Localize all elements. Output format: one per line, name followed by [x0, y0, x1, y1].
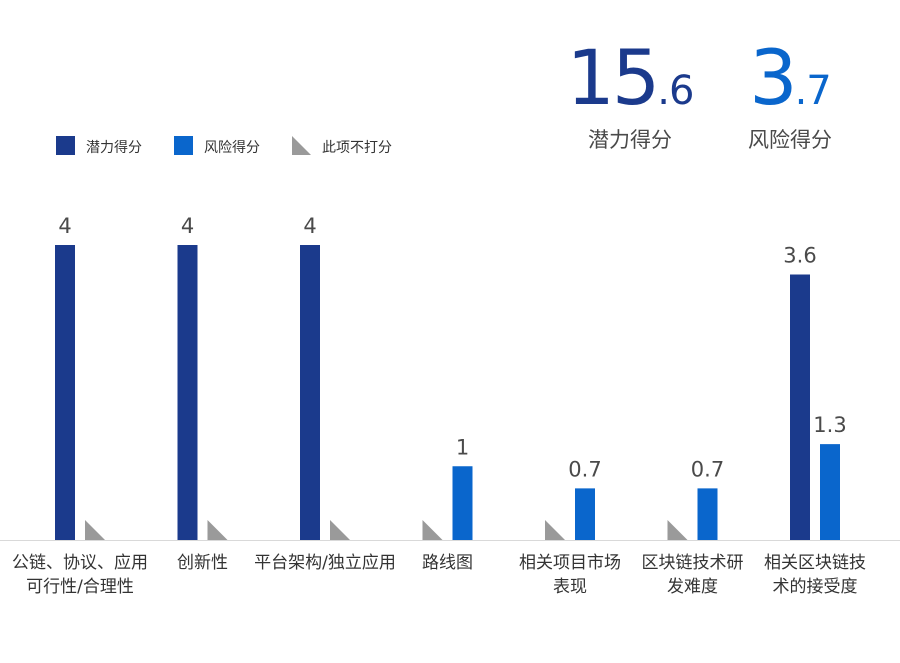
potential-score: 15.6 潜力得分	[560, 40, 700, 154]
risk-score-value: 3.7	[749, 40, 832, 116]
category-label-0: 公链、协议、应用	[12, 553, 148, 573]
bar-potential-1	[177, 245, 198, 540]
value-label-risk-3: 1	[456, 435, 469, 459]
category-label-5: 区块链技术研	[642, 553, 744, 573]
unscored-marker-2	[330, 520, 350, 540]
legend-label-unscored: 此项不打分	[322, 140, 392, 156]
category-label-6: 相关区块链技	[764, 553, 866, 573]
category-label-4: 相关项目市场	[519, 553, 621, 573]
value-label-potential-1: 4	[181, 214, 194, 238]
risk-score-decimal: .7	[794, 68, 832, 114]
category-label-3: 路线图	[422, 553, 473, 573]
bar-risk-3	[452, 466, 473, 540]
category-label-5-line2: 发难度	[667, 577, 718, 597]
risk-score-integer: 3	[749, 33, 797, 122]
category-label-6-line2: 术的接受度	[773, 577, 858, 597]
legend-swatch-risk	[174, 136, 193, 155]
potential-score-integer: 15	[566, 33, 661, 122]
legend-label-risk: 风险得分	[204, 140, 260, 156]
risk-score-label: 风险得分	[748, 128, 832, 152]
unscored-marker-5	[667, 520, 688, 540]
value-label-risk-4: 0.7	[568, 457, 601, 481]
value-label-potential-2: 4	[303, 214, 316, 238]
bar-risk-4	[575, 488, 595, 540]
value-label-potential-6: 3.6	[783, 244, 816, 268]
risk-score: 3.7 风险得分	[720, 40, 860, 154]
bar-potential-2	[300, 245, 320, 540]
category-label-4-line2: 表现	[553, 577, 587, 597]
legend-swatch-potential	[56, 136, 75, 155]
legend-label-potential: 潜力得分	[86, 140, 142, 156]
category-label-1: 创新性	[177, 553, 228, 573]
value-label-potential-0: 4	[58, 214, 71, 238]
score-summary: 15.6 潜力得分 3.7 风险得分	[560, 40, 860, 170]
unscored-marker-4	[545, 520, 565, 540]
unscored-triangle-icon	[292, 136, 311, 155]
bar-potential-0	[55, 245, 75, 540]
unscored-marker-1	[207, 520, 228, 540]
value-label-risk-6: 1.3	[813, 413, 846, 437]
bar-risk-5	[697, 488, 718, 540]
category-label-0-line2: 可行性/合理性	[26, 577, 134, 597]
unscored-marker-0	[85, 520, 105, 540]
category-label-2: 平台架构/独立应用	[254, 553, 396, 573]
potential-score-decimal: .6	[657, 68, 694, 114]
unscored-marker-3	[422, 520, 443, 540]
bar-risk-6	[820, 444, 840, 540]
potential-score-value: 15.6	[567, 40, 695, 116]
bar-potential-6	[790, 274, 810, 540]
potential-score-label: 潜力得分	[588, 128, 672, 152]
value-label-risk-5: 0.7	[691, 457, 724, 481]
